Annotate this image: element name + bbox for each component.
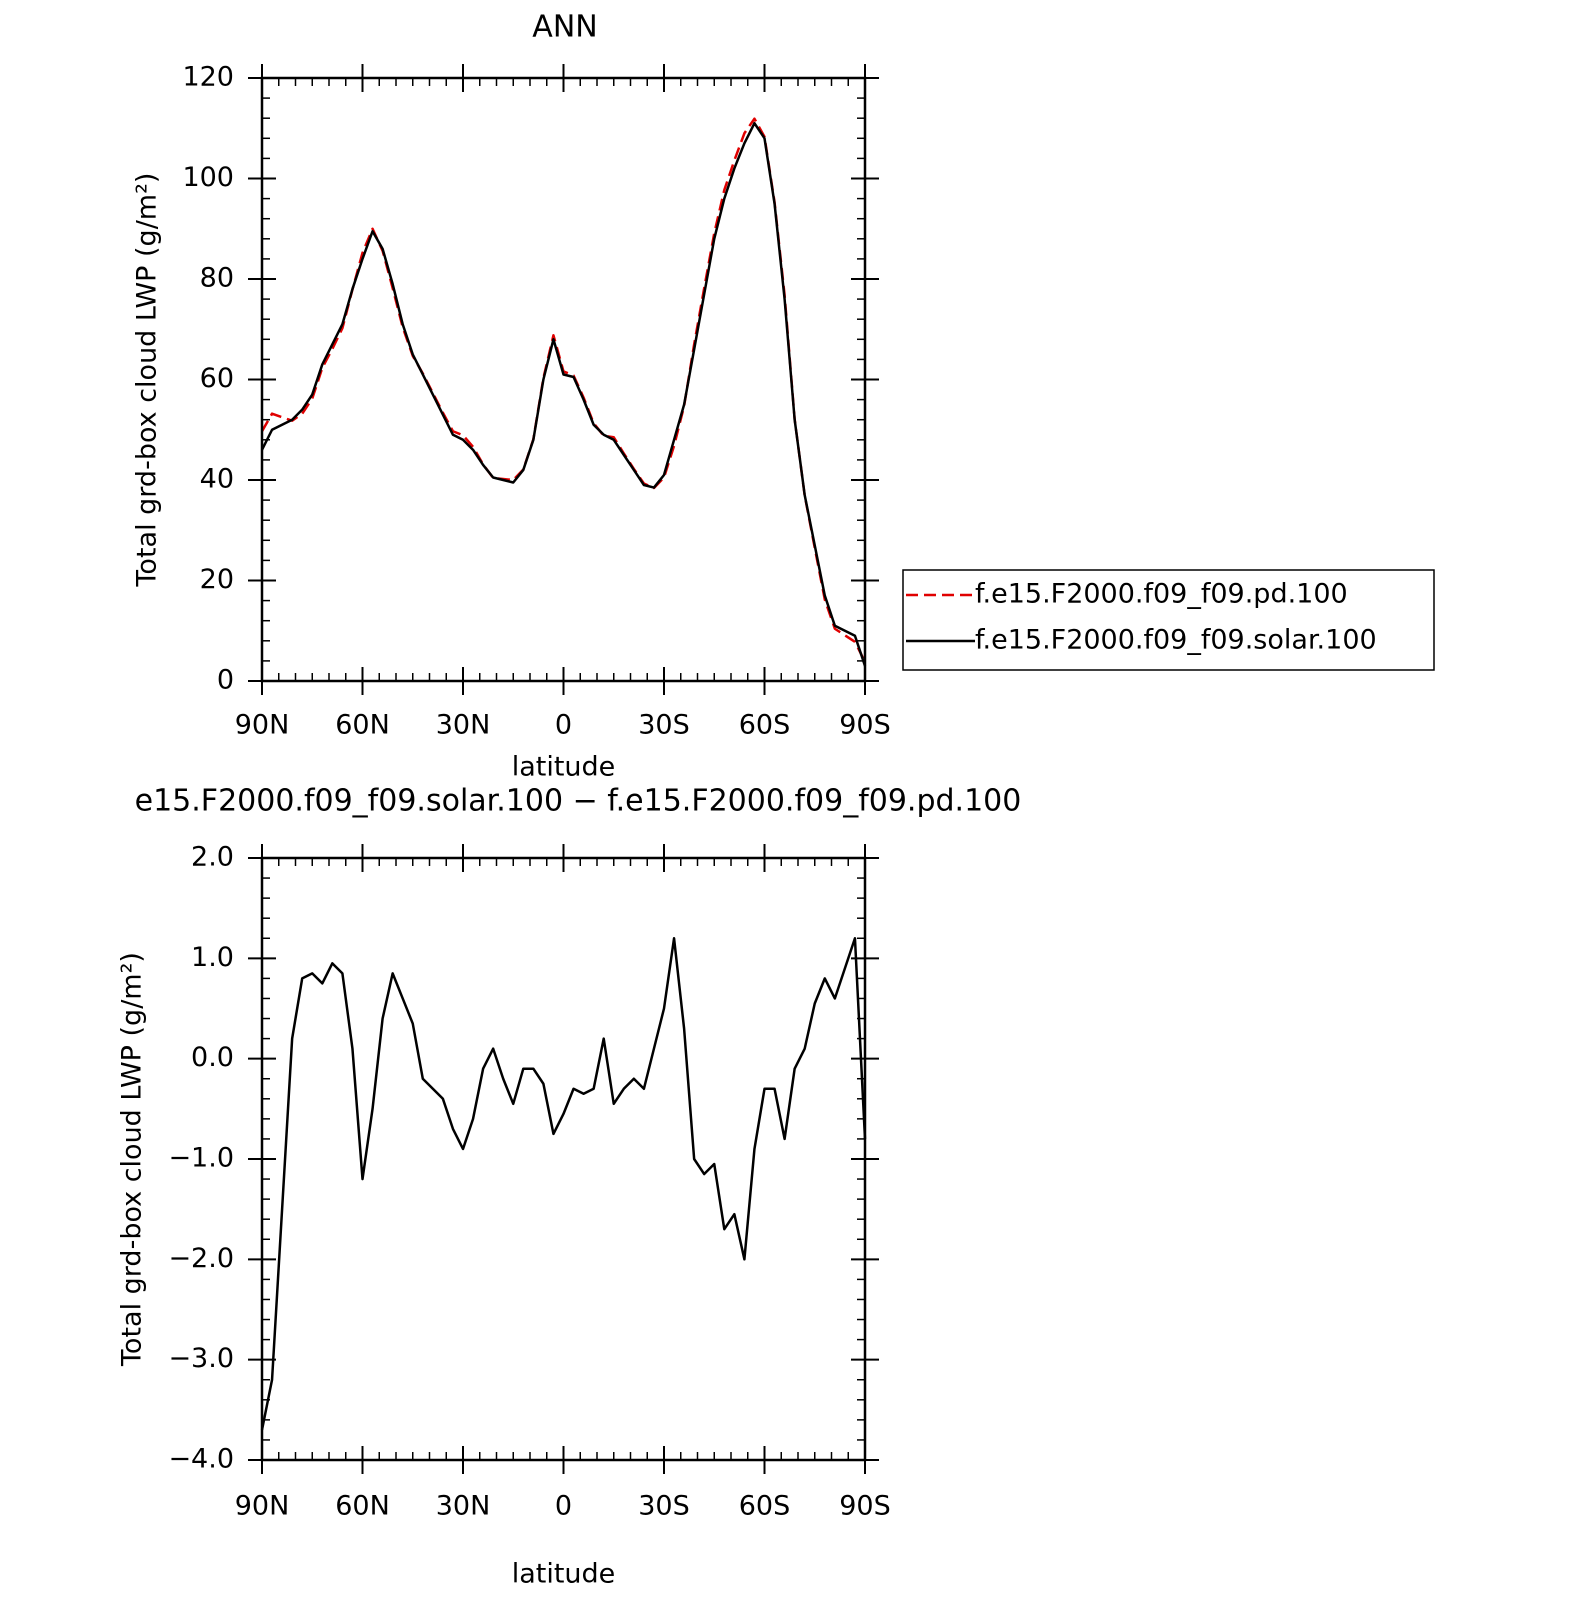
- y-tick-label: 2.0: [191, 842, 234, 873]
- y-tick-label: 0.0: [191, 1042, 234, 1073]
- x-axis-label: latitude: [512, 1559, 616, 1590]
- y-tick-label: 1.0: [191, 942, 234, 973]
- y-tick-label: 120: [182, 62, 234, 93]
- y-tick-label: 60: [200, 363, 234, 394]
- y-tick-label: −1.0: [168, 1143, 234, 1174]
- x-tick-label: 60S: [739, 1491, 791, 1522]
- y-tick-label: 0: [217, 665, 234, 696]
- plot-frame: [260, 76, 867, 683]
- x-tick-label: 30N: [436, 1491, 491, 1522]
- legend-box: [902, 569, 1435, 671]
- x-tick-label: 60N: [335, 710, 390, 741]
- y-tick-label: 20: [200, 564, 234, 595]
- x-tick-label: 90S: [839, 1491, 891, 1522]
- x-tick-label: 30S: [638, 1491, 690, 1522]
- y-axis-label: Total grd-box cloud LWP (g/m²): [117, 952, 148, 1367]
- y-tick-label: −2.0: [168, 1243, 234, 1274]
- x-tick-label: 30S: [638, 710, 690, 741]
- x-tick-label: 30N: [436, 710, 491, 741]
- x-axis-label: latitude: [512, 752, 616, 783]
- y-tick-label: 40: [200, 464, 234, 495]
- x-tick-label: 60S: [739, 710, 791, 741]
- data-line: [260, 121, 867, 667]
- y-tick-label: −3.0: [168, 1343, 234, 1374]
- legend-label: f.e15.F2000.f09_f09.pd.100: [975, 579, 1348, 610]
- y-tick-label: −4.0: [168, 1444, 234, 1475]
- y-tick-label: 100: [182, 162, 234, 193]
- x-tick-label: 90N: [235, 1491, 290, 1522]
- y-tick-label: 80: [200, 263, 234, 294]
- x-tick-label: 60N: [335, 1491, 390, 1522]
- plot-frame: [260, 856, 867, 1462]
- y-axis-label: Total grd-box cloud LWP (g/m²): [132, 173, 163, 588]
- legend-label: f.e15.F2000.f09_f09.solar.100: [975, 625, 1377, 656]
- x-tick-label: 90N: [235, 710, 290, 741]
- chart-title: ANN: [532, 10, 597, 45]
- x-tick-label: 0: [555, 1491, 572, 1522]
- x-tick-label: 0: [555, 710, 572, 741]
- data-line: [260, 937, 867, 1431]
- x-tick-label: 90S: [839, 710, 891, 741]
- chart-title: e15.F2000.f09_f09.solar.100 − f.e15.F200…: [135, 784, 1022, 819]
